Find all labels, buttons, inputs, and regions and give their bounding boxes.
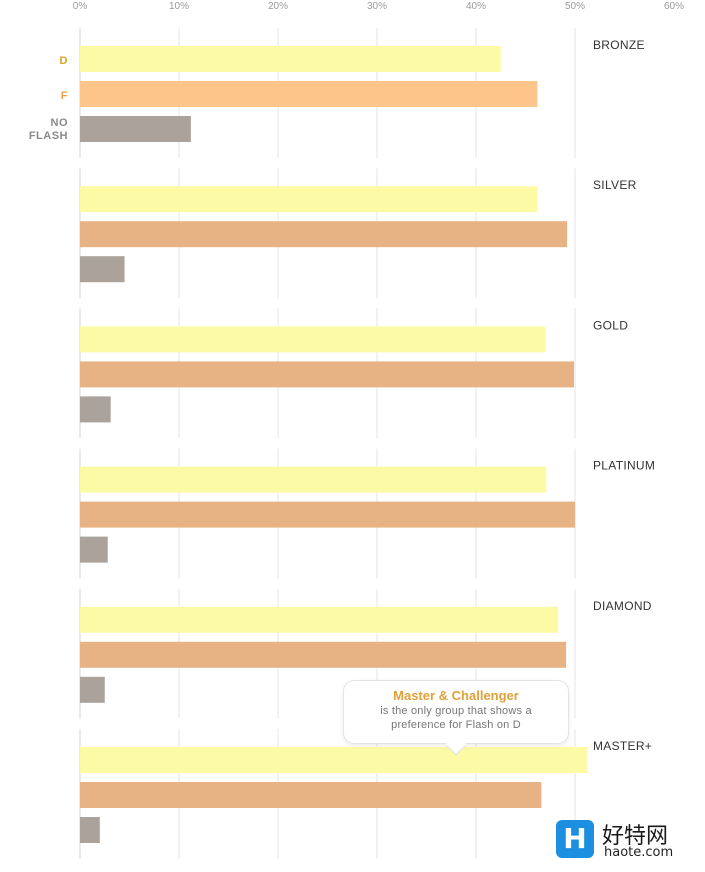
x-tick-label: 50%: [565, 1, 585, 12]
watermark-title: 好特网: [602, 824, 669, 849]
group-label: MASTER+: [593, 739, 652, 753]
bar-f: [80, 782, 542, 808]
annotation-callout: Master & Challenger is the only group th…: [344, 681, 568, 754]
group-label: PLATINUM: [593, 459, 655, 473]
bar-no-flash: [80, 116, 191, 142]
x-tick-label: 60%: [664, 1, 684, 12]
bar-no-flash: [80, 817, 100, 843]
watermark: H 好特网 haote.com: [556, 818, 696, 862]
bar-f: [80, 361, 575, 388]
group-label: GOLD: [593, 318, 628, 332]
bar-f: [80, 81, 538, 107]
bar-f: [80, 221, 568, 248]
bar-no-flash: [80, 676, 105, 703]
callout-line-2: preference for Flash on D: [391, 719, 521, 731]
bar-f: [80, 501, 575, 528]
x-tick-label: 30%: [367, 1, 387, 12]
legend-label-f: F: [61, 90, 68, 102]
group-label: BRONZE: [593, 38, 645, 52]
legend-label-d: D: [60, 55, 68, 67]
bar-d: [80, 466, 547, 493]
bar-no-flash: [80, 396, 111, 423]
watermark-url: haote.com: [604, 845, 674, 860]
legend-label-no-flash: NO FLASH: [29, 117, 68, 142]
bar-no-flash: [80, 536, 108, 563]
group-label: DIAMOND: [593, 599, 652, 613]
bar-d: [80, 186, 538, 213]
bar-no-flash: [80, 256, 125, 283]
x-tick-label: 0%: [73, 1, 88, 12]
watermark-logo-icon: H: [556, 820, 594, 858]
x-tick-label: 40%: [466, 1, 486, 12]
group-label: SILVER: [593, 178, 637, 192]
x-tick-label: 10%: [169, 1, 189, 12]
x-tick-label: 20%: [268, 1, 288, 12]
callout-title: Master & Challenger: [393, 688, 519, 703]
bar-f: [80, 641, 567, 668]
bar-d: [80, 747, 587, 773]
bar-d: [80, 606, 559, 633]
callout-line-1: is the only group that shows a: [380, 705, 532, 717]
bar-d: [80, 46, 501, 72]
bar-d: [80, 326, 546, 353]
